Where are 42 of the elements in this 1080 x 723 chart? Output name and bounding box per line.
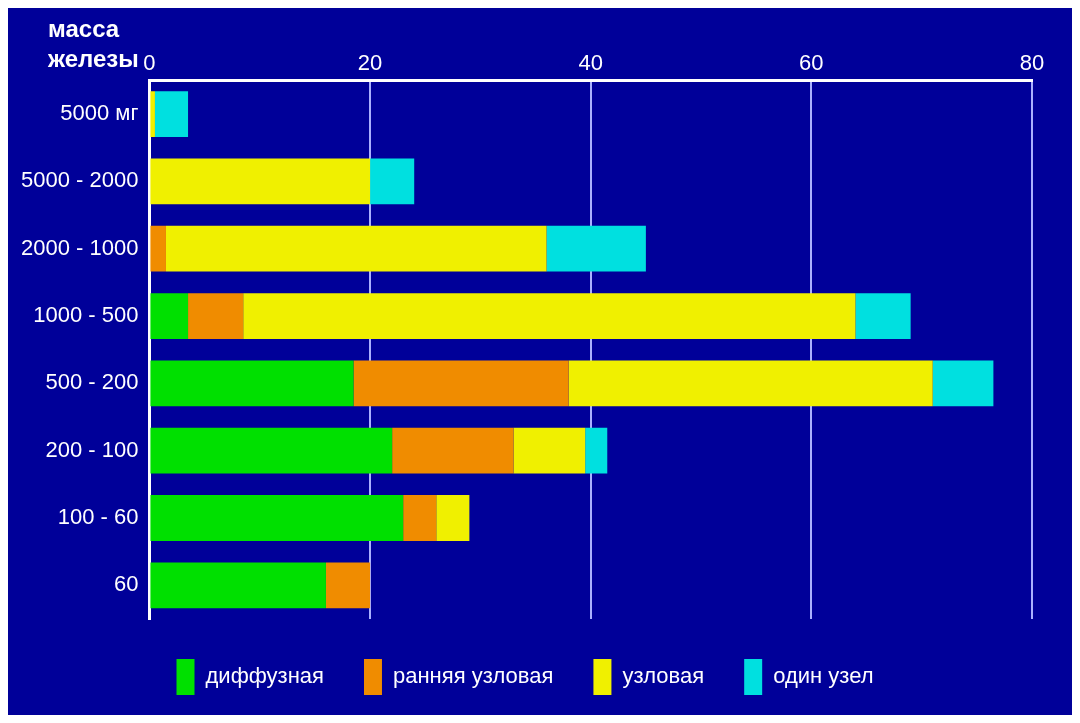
bar [154, 91, 189, 137]
bar [188, 293, 244, 339]
bar [585, 427, 608, 474]
bar [403, 495, 437, 541]
bar [855, 293, 911, 339]
x-tick-label: 80 [1019, 50, 1045, 76]
y-tick-label: 60 [113, 571, 139, 597]
bar [325, 562, 371, 609]
y-tick-label: 2000 - 1000 [21, 234, 139, 260]
bar [436, 495, 470, 541]
bar [546, 225, 646, 272]
bar [150, 427, 393, 474]
x-tick-label: 20 [357, 50, 383, 76]
bar [568, 360, 933, 407]
bar [150, 293, 189, 339]
legend-label: узловая [622, 663, 705, 689]
bar [165, 225, 547, 272]
bar [150, 495, 404, 541]
bar [150, 91, 155, 137]
bar [932, 360, 994, 407]
x-tick-label: 40 [578, 50, 603, 76]
x-tick-label: 0 [143, 50, 156, 76]
bar [392, 427, 514, 474]
y-tick-label: 5000 - 2000 [21, 167, 139, 193]
bar [150, 225, 166, 272]
legend-label: ранняя узловая [392, 663, 554, 689]
bar [353, 360, 569, 407]
y-tick-label: 1000 - 500 [33, 302, 139, 328]
y-tick-label: 500 - 200 [45, 369, 139, 395]
y-tick-label: 200 - 100 [45, 436, 139, 462]
legend-label: один узел [773, 663, 874, 689]
bar [243, 293, 856, 339]
y-tick-label: 5000 мг [60, 100, 139, 126]
y-axis-title: масса железы [48, 15, 139, 72]
bar [150, 158, 371, 205]
bar [370, 158, 415, 205]
y-tick-label: 100 - 60 [57, 504, 139, 530]
bar [513, 427, 586, 474]
bar [150, 360, 354, 407]
bar [150, 562, 326, 609]
legend-label: диффузная [205, 663, 324, 689]
x-tick-label: 60 [799, 50, 824, 76]
